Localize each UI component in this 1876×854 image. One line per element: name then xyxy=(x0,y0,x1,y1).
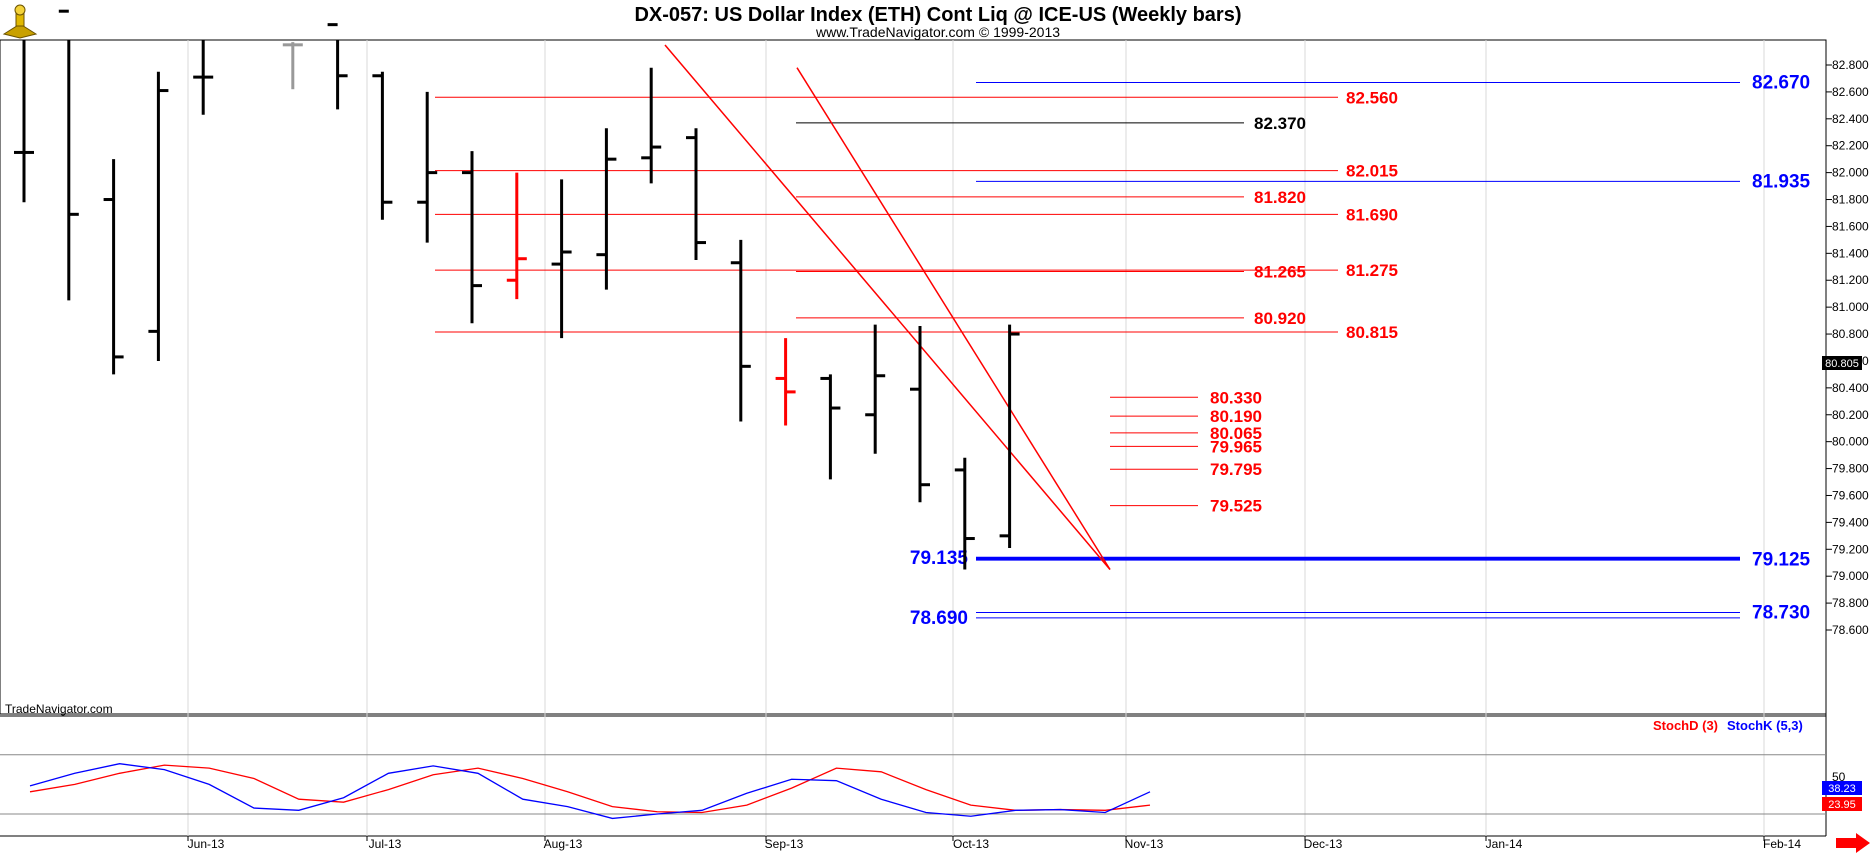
level-label: 81.275 xyxy=(1346,261,1398,280)
level-label: 82.015 xyxy=(1346,162,1398,181)
y-tick-label: 82.200 xyxy=(1832,139,1869,153)
level-label: 79.795 xyxy=(1210,460,1262,479)
y-tick-label: 81.800 xyxy=(1832,193,1869,207)
level-label: 80.815 xyxy=(1346,323,1398,342)
x-axis-ticks: Jun-13 Jul-13 Aug-13 Sep-13 Oct-13 Nov-13 Dec-… xyxy=(187,836,1801,851)
chart-title: DX-057: US Dollar Index (ETH) Cont Liq @… xyxy=(634,4,1241,26)
x-tick-label: Oct-13 xyxy=(953,837,989,851)
scroll-right-arrow-icon[interactable] xyxy=(1836,833,1870,853)
x-tick-label: Nov-13 xyxy=(1125,837,1164,851)
stoch-y-tick-label: 50 xyxy=(1832,770,1846,784)
y-tick-label: 80.200 xyxy=(1832,408,1869,422)
x-tick-label: Jan-14 xyxy=(1486,837,1523,851)
x-tick-label: Feb-14 xyxy=(1763,837,1801,851)
level-label: 78.730 xyxy=(1752,603,1810,624)
level-label: 81.690 xyxy=(1346,205,1398,224)
y-tick-label: 82.600 xyxy=(1832,85,1869,99)
y-tick-label: 78.800 xyxy=(1832,596,1869,610)
level-label: 80.920 xyxy=(1254,309,1306,328)
stoch-value-tag xyxy=(1822,781,1862,795)
stochk-legend: StochK (5,3) xyxy=(1727,718,1803,733)
chart-subtitle: www.TradeNavigator.com © 1999-2013 xyxy=(815,24,1060,40)
stoch-line-d xyxy=(29,764,1151,814)
y-tick-label: 82.400 xyxy=(1832,112,1869,126)
y-tick-label: 80.800 xyxy=(1832,327,1869,341)
x-tick-label: Jun-13 xyxy=(188,837,225,851)
y-tick-label: 80.000 xyxy=(1832,435,1869,449)
level-label: 81.265 xyxy=(1254,262,1306,281)
trend-line xyxy=(796,67,1111,570)
level-label: 80.330 xyxy=(1210,388,1262,407)
stoch-value-label: 23.95 xyxy=(1828,799,1856,811)
y-tick-label: 79.600 xyxy=(1832,488,1869,502)
ohlc-bars xyxy=(14,9,1020,570)
price-levels: 82.670 82.560 82.370 82.015 81.935 81.820 81.6… xyxy=(435,72,1811,629)
level-label: 81.820 xyxy=(1254,188,1306,207)
level-label: 81.935 xyxy=(1752,171,1811,192)
watermark: TradeNavigator.com xyxy=(5,702,113,716)
trend-lines xyxy=(664,44,1111,570)
trend-line xyxy=(664,44,1111,570)
level-label: 82.670 xyxy=(1752,72,1810,93)
y-tick-label: 79.400 xyxy=(1832,515,1869,529)
y-tick-label: 78.600 xyxy=(1832,623,1869,637)
y-tick-label: 79.200 xyxy=(1832,542,1869,556)
level-label: 79.135 xyxy=(910,548,969,569)
level-label: 79.965 xyxy=(1210,437,1262,456)
y-tick-label: 80.400 xyxy=(1832,381,1869,395)
x-tick-label: Jul-13 xyxy=(369,837,402,851)
level-label: 82.370 xyxy=(1254,114,1306,133)
level-label: 78.690 xyxy=(910,608,968,629)
y-tick-label: 81.400 xyxy=(1832,246,1869,260)
y-tick-label: 82.000 xyxy=(1832,166,1869,180)
trade-navigator-logo-icon xyxy=(2,4,38,39)
stochd-legend: StochD (3) xyxy=(1653,718,1718,733)
y-tick-label: 81.200 xyxy=(1832,273,1869,287)
stoch-line-k xyxy=(29,763,1151,820)
level-label: 80.190 xyxy=(1210,407,1262,426)
y-tick-label: 79.000 xyxy=(1832,569,1869,583)
x-tick-label: Aug-13 xyxy=(544,837,583,851)
level-label: 79.525 xyxy=(1210,497,1262,516)
level-label: 79.125 xyxy=(1752,549,1811,570)
x-tick-label: Sep-13 xyxy=(765,837,804,851)
gridlines xyxy=(187,40,1765,836)
stoch-value-label: 38.23 xyxy=(1828,783,1856,795)
y-tick-label: 79.800 xyxy=(1832,462,1869,476)
x-tick-label: Dec-13 xyxy=(1304,837,1343,851)
y-tick-label: 81.600 xyxy=(1832,219,1869,233)
y-tick-label: 82.800 xyxy=(1832,58,1869,72)
y-tick-label: 81.000 xyxy=(1832,300,1869,314)
last-price-tag xyxy=(1822,356,1862,370)
y-axis-ticks: 82.800 82.600 82.400 82.200 82.000 81.800 81.6… xyxy=(1826,58,1869,637)
level-label: 80.065 xyxy=(1210,424,1262,443)
last-price-label: 80.805 xyxy=(1825,358,1859,370)
stoch-value-tag xyxy=(1822,797,1862,811)
level-label: 82.560 xyxy=(1346,88,1398,107)
